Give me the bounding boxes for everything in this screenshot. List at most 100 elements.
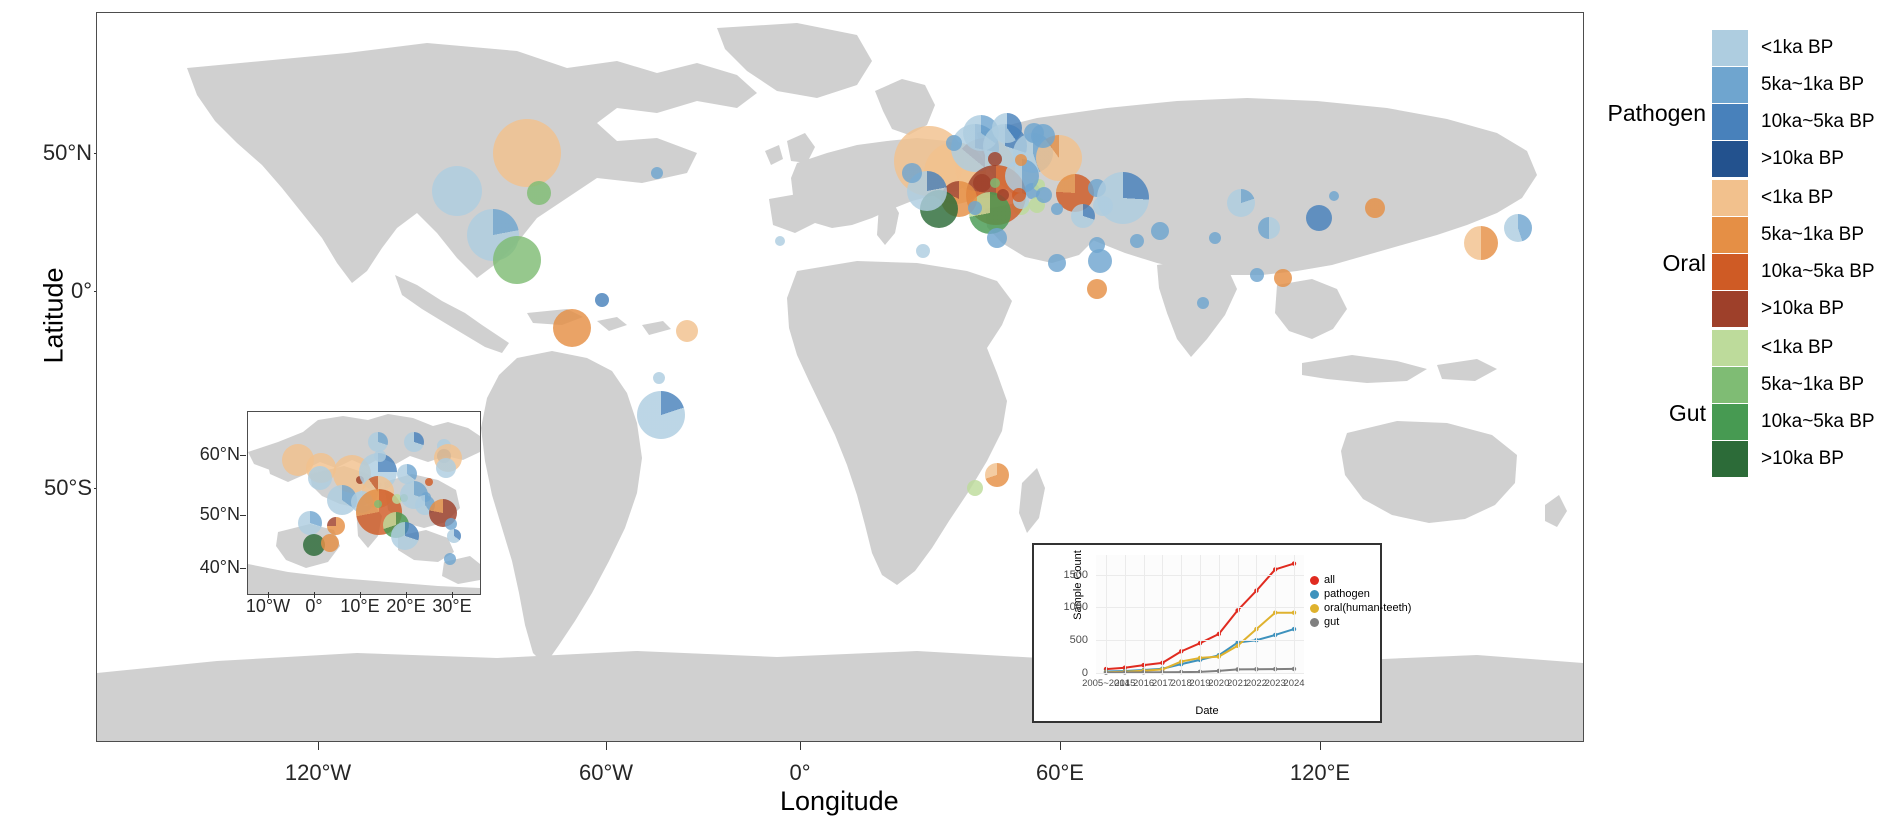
x-tick-mark-4 (1320, 742, 1321, 750)
line-chart-x-tick-5: 2019 (1189, 678, 1211, 689)
map-pie-marker (1036, 187, 1052, 203)
europe-inset-x-tick-1: 0° (305, 596, 323, 616)
line-chart-x-tick-9: 2023 (1264, 678, 1286, 689)
line-chart-y-tick-0: 0 (1081, 667, 1088, 679)
line-chart-legend-item[interactable]: pathogen (1310, 587, 1411, 601)
line-chart-x-tick-7: 2021 (1227, 678, 1249, 689)
line-chart-x-tick-1: 2015 (1114, 678, 1136, 689)
map-pie-marker (493, 236, 541, 284)
legend-swatch (1712, 104, 1748, 140)
map-pie-marker (968, 201, 982, 215)
legend-swatch (1712, 30, 1748, 66)
europe-inset-x-tick-3: 20°E (386, 596, 426, 616)
europe-inset-pie-marker (447, 529, 461, 543)
map-pie-marker (1012, 188, 1026, 202)
europe-inset-pie-marker (436, 458, 456, 478)
map-pie-marker (992, 113, 1022, 143)
x-tick-mark-1 (606, 742, 607, 750)
legend-item[interactable]: 10ka~5ka BP (1712, 254, 1875, 290)
europe-inset-pie-marker (327, 517, 345, 535)
line-chart-y-tick-3: 1500 (1063, 568, 1088, 581)
map-pie-marker (916, 244, 930, 258)
map-pie-marker (1071, 204, 1095, 228)
map-pie-marker (946, 135, 962, 151)
line-chart-legend-item[interactable]: gut (1310, 615, 1411, 629)
legend-item[interactable]: <1ka BP (1712, 330, 1833, 366)
map-pie-marker (1015, 154, 1027, 166)
sample-count-line-chart[interactable]: Sample Count 0 500 1000 1500 2005~2014 2015 2… (1032, 543, 1411, 723)
line-chart-legend-item[interactable]: oral(human-teeth) (1310, 601, 1411, 615)
legend-item[interactable]: 5ka~1ka BP (1712, 217, 1864, 253)
legend-item[interactable]: 10ka~5ka BP (1712, 404, 1875, 440)
line-chart-gridline-v (1237, 555, 1239, 673)
europe-inset-pie-marker (404, 432, 424, 452)
line-chart-gridline-v (1218, 555, 1220, 673)
legend-item[interactable]: <1ka BP (1712, 30, 1833, 66)
map-pie-marker (967, 480, 983, 496)
map-pie-marker (1274, 269, 1292, 287)
map-pie-marker (1051, 203, 1063, 215)
europe-inset-pie-marker (445, 518, 457, 530)
legend-item[interactable]: <1ka BP (1712, 180, 1833, 216)
line-chart-x-tick-0: 2005~2014 (1082, 678, 1130, 689)
map-pie-marker (1464, 226, 1498, 260)
map-pie-marker (553, 309, 591, 347)
line-chart-gridline-v (1181, 555, 1183, 673)
map-pie-marker (651, 167, 663, 179)
line-chart-gridline-v (1200, 555, 1201, 673)
y-tick-0: 50°N (43, 140, 101, 166)
legend-item[interactable]: >10ka BP (1712, 291, 1844, 327)
legend-item[interactable]: 10ka~5ka BP (1712, 104, 1875, 140)
world-map-landmass (97, 23, 1583, 741)
line-chart-legend-label: oral(human-teeth) (1324, 602, 1412, 614)
map-pie-marker (1250, 268, 1264, 282)
legend-item-label: >10ka BP (1761, 148, 1844, 169)
line-chart-gridline-v (1256, 555, 1258, 673)
map-pie-marker (1227, 189, 1255, 217)
europe-inset-y-tick-1: 50°N (199, 504, 240, 524)
line-chart-legend-label: all (1324, 574, 1336, 586)
legend-item-label: <1ka BP (1761, 37, 1834, 58)
map-pie-marker (997, 189, 1009, 201)
map-pie-marker (676, 320, 698, 342)
line-chart-gridline-v (1275, 555, 1277, 673)
x-axis-title: Longitude (780, 786, 899, 816)
line-chart-x-tick-10: 2024 (1283, 678, 1305, 689)
line-chart-gridline-v (1106, 555, 1107, 673)
europe-inset-x-tickmark-4 (452, 592, 453, 598)
europe-inset-pie-marker (391, 522, 419, 550)
legend-item-label: >10ka BP (1761, 448, 1844, 469)
legend-item[interactable]: >10ka BP (1712, 141, 1844, 177)
world-map-panel[interactable]: Sample Count 0 500 1000 1500 2005~2014 2015 2… (96, 12, 1584, 742)
line-chart-y-tick-2: 1000 (1063, 601, 1088, 614)
europe-inset-x-tickmark-1 (314, 592, 315, 598)
map-pie-marker (990, 178, 1000, 188)
line-chart-gridline-h (1096, 673, 1304, 674)
line-chart-legend-dot (1310, 603, 1319, 613)
legend-item-label: 5ka~1ka BP (1761, 224, 1864, 245)
map-pie-marker (1151, 222, 1169, 240)
map-pie-marker (1089, 237, 1105, 253)
europe-inset-pie-marker (308, 466, 332, 490)
europe-inset-map[interactable] (247, 411, 481, 595)
legend-item[interactable]: 5ka~1ka BP (1712, 67, 1864, 103)
line-chart-legend-label: gut (1324, 616, 1340, 628)
legend-item[interactable]: >10ka BP (1712, 441, 1844, 477)
legend-group-label-oral: Oral (1662, 250, 1706, 276)
line-chart-legend-item[interactable]: all (1310, 573, 1411, 587)
line-chart-legend-dot (1310, 575, 1319, 585)
legend-swatch (1712, 330, 1748, 366)
map-pie-marker (653, 372, 665, 384)
europe-inset-pie-marker (298, 511, 322, 535)
europe-inset-pie-marker (368, 432, 388, 452)
map-pie-marker (1088, 249, 1112, 273)
line-chart-gridline-h (1096, 574, 1304, 576)
legend-item[interactable]: 5ka~1ka BP (1712, 367, 1864, 403)
legend-item-label: 10ka~5ka BP (1761, 411, 1875, 432)
map-pie-marker (1097, 172, 1149, 224)
legend-swatch (1712, 254, 1748, 290)
legend-swatch (1712, 141, 1748, 177)
europe-inset-x-tick-0: 10°W (245, 596, 291, 616)
map-pie-marker (527, 181, 551, 205)
